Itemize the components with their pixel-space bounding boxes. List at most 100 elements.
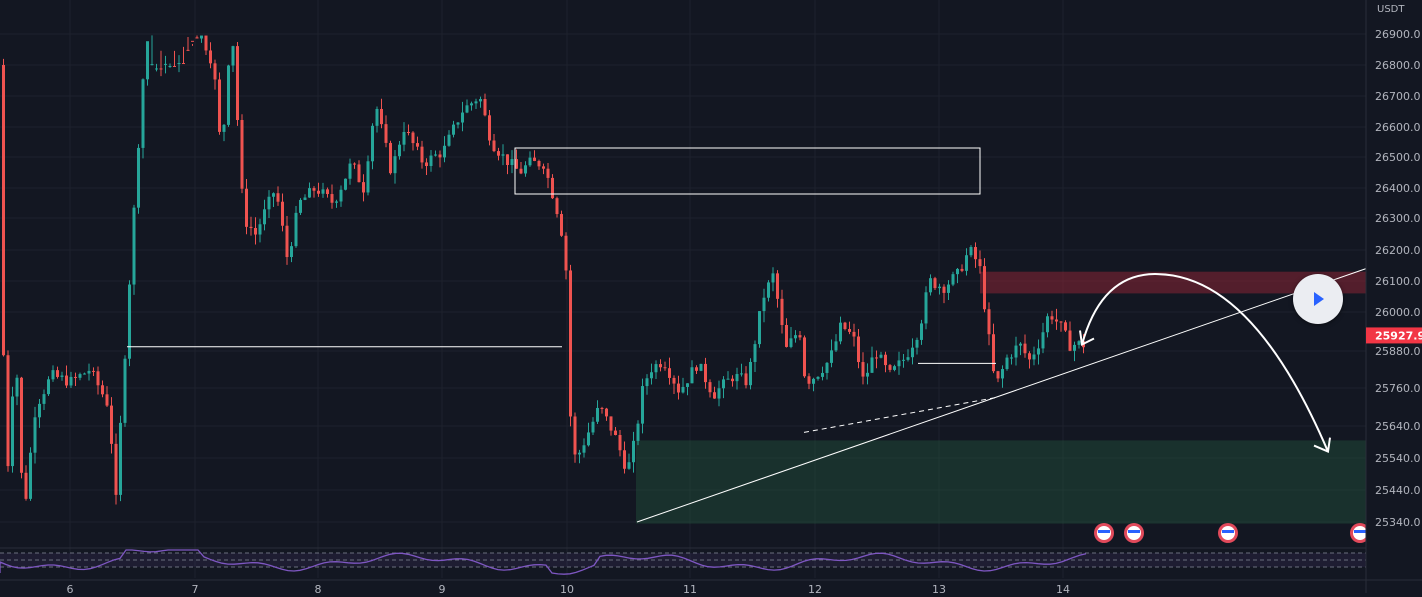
candle-body — [384, 124, 388, 143]
time-tick-label: 7 — [192, 583, 199, 593]
candle — [393, 150, 397, 184]
candle — [762, 288, 766, 323]
candle-body — [254, 228, 257, 235]
candle-body — [677, 383, 680, 393]
candle-body — [627, 462, 631, 469]
candle-body — [591, 421, 595, 433]
candle-body — [488, 115, 491, 141]
price-tick-label: 26900.0 — [1375, 28, 1421, 41]
candle-body — [956, 268, 959, 275]
price-tick-label: 26500.0 — [1375, 151, 1421, 164]
candle — [906, 349, 910, 362]
candle — [1001, 365, 1004, 388]
currency-label: USDT — [1377, 4, 1405, 15]
candle-body — [573, 416, 577, 455]
candle-body — [375, 108, 379, 126]
price-axis-bg — [1366, 0, 1422, 593]
time-axis: 6 7 8 9 10 11 12 13 14 — [0, 579, 1422, 596]
candle — [528, 151, 532, 167]
candle — [137, 144, 140, 214]
price-tick-label: 26400.0 — [1375, 182, 1421, 195]
candle-body — [83, 373, 86, 375]
candle — [776, 270, 779, 308]
candle — [614, 427, 617, 436]
price-tick-label: 25760.0 — [1375, 382, 1421, 395]
candle — [11, 386, 14, 473]
candle-body — [1023, 343, 1027, 354]
price-tick-label: 26700.0 — [1375, 90, 1421, 103]
candle-body — [933, 278, 937, 289]
candle — [924, 286, 928, 330]
candle-body — [38, 403, 41, 418]
candle — [447, 130, 451, 147]
candle-body — [663, 367, 667, 369]
candle — [236, 42, 239, 126]
candle — [915, 337, 919, 355]
candle-body — [659, 364, 662, 368]
candle-body — [20, 377, 23, 473]
candle-body — [303, 197, 307, 200]
candle-body — [690, 367, 694, 384]
candle-body — [992, 334, 995, 372]
candle-body — [209, 50, 212, 64]
candle-body — [362, 182, 365, 193]
candle-body — [735, 374, 739, 382]
candle-body — [996, 371, 1000, 379]
candle — [695, 365, 698, 374]
candle — [969, 245, 973, 258]
candle — [492, 133, 496, 153]
candle — [524, 161, 527, 177]
candle — [780, 289, 784, 334]
candle-body — [839, 322, 842, 342]
price-tick-label: 25540.0 — [1375, 452, 1421, 465]
candle-body — [177, 63, 181, 65]
candle — [416, 136, 419, 151]
candle — [636, 420, 640, 446]
candle — [353, 162, 356, 169]
candle-body — [686, 383, 689, 387]
candle-body — [452, 124, 455, 135]
candle — [209, 42, 212, 69]
candle-body — [596, 407, 599, 422]
candle-body — [564, 235, 568, 271]
candle — [366, 155, 370, 196]
candle — [672, 375, 676, 394]
candle — [677, 375, 680, 400]
candle-body — [816, 376, 820, 379]
candle — [461, 101, 464, 132]
price-tick-label: 25340.0 — [1375, 516, 1421, 529]
time-tick-label: 6 — [67, 583, 74, 593]
candle — [884, 351, 887, 373]
candle — [519, 162, 523, 175]
candle — [38, 398, 41, 428]
candle-body — [249, 226, 253, 229]
candle — [789, 327, 793, 349]
price-tick-label: 26200.0 — [1375, 244, 1421, 257]
candle — [362, 174, 365, 202]
candle — [987, 302, 991, 346]
candle — [866, 363, 869, 385]
indicator-line — [0, 549, 1087, 575]
candle-body — [605, 408, 608, 417]
play-icon — [1314, 292, 1324, 306]
candle-body — [614, 430, 617, 436]
candle — [272, 192, 275, 207]
candle-body — [744, 373, 748, 386]
candle-body — [861, 362, 865, 377]
candle-body — [335, 201, 338, 203]
candle-body — [524, 165, 527, 174]
play-button[interactable] — [1293, 274, 1343, 324]
candle-body — [15, 377, 19, 397]
candle — [425, 158, 428, 175]
candle-body — [965, 255, 968, 271]
candle-body — [1055, 319, 1058, 322]
candle — [1050, 310, 1054, 325]
candle — [956, 268, 959, 284]
candle-body — [519, 168, 523, 174]
trendline — [636, 268, 1367, 523]
candle-body — [434, 154, 437, 156]
candle — [974, 242, 977, 268]
candle — [335, 199, 338, 208]
